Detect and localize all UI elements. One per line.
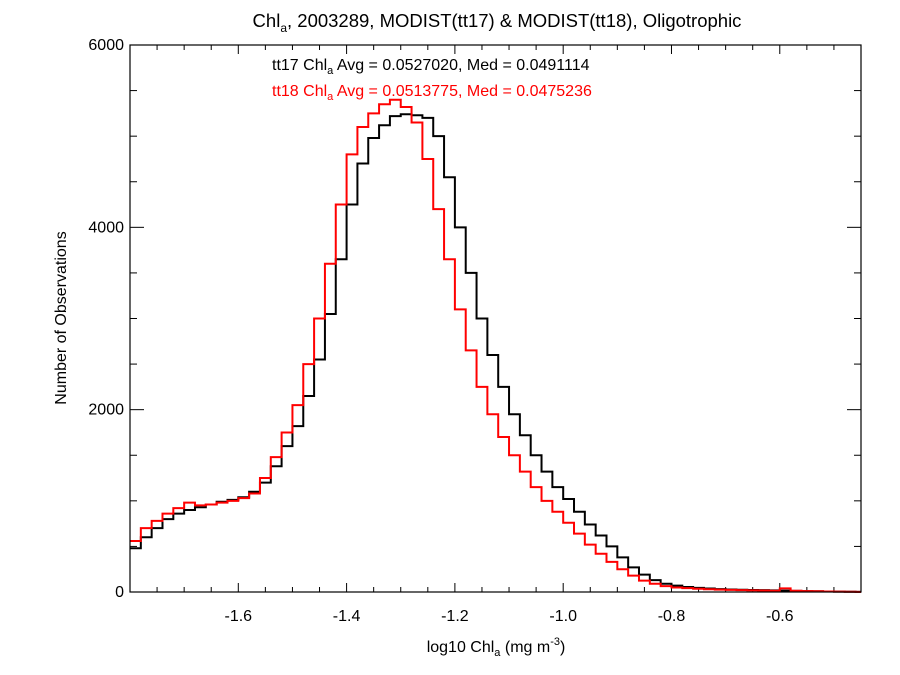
x-tick-label: -1.4 — [333, 608, 361, 625]
x-axis: -1.6 -1.4 -1.2 -1.0 -0.8 -0.6 — [156, 45, 835, 625]
x-axis-label: log10 Chla (mg m-3) — [427, 636, 566, 659]
y-axis-label: Number of Observations — [53, 231, 70, 404]
x-tick-label: -1.6 — [225, 608, 253, 625]
y-tick-label: 4000 — [88, 219, 124, 236]
x-tick-label: -0.8 — [658, 608, 686, 625]
legend-tt17: tt17 Chla Avg = 0.0527020, Med = 0.04911… — [272, 57, 590, 77]
chart-title-subscript: a — [280, 21, 287, 35]
y-tick-label: 2000 — [88, 402, 124, 419]
y-tick-label: 0 — [115, 584, 124, 601]
x-axis-label-superscript: -3 — [550, 636, 560, 648]
series-tt18-line — [130, 98, 861, 593]
x-axis-label-subscript: a — [494, 647, 501, 659]
x-tick-label: -0.6 — [766, 608, 794, 625]
y-axis: 0 2000 4000 6000 — [88, 37, 861, 601]
x-tick-label: -1.0 — [549, 608, 577, 625]
legend-tt18: tt18 Chla Avg = 0.0513775, Med = 0.04752… — [272, 83, 592, 103]
series-layer — [130, 98, 861, 593]
chart-title: Chla, 2003289, MODIST(tt17) & MODIST(tt1… — [253, 10, 742, 35]
y-tick-label: 6000 — [88, 37, 124, 54]
x-tick-label: -1.2 — [441, 608, 469, 625]
plot-frame — [129, 44, 862, 593]
